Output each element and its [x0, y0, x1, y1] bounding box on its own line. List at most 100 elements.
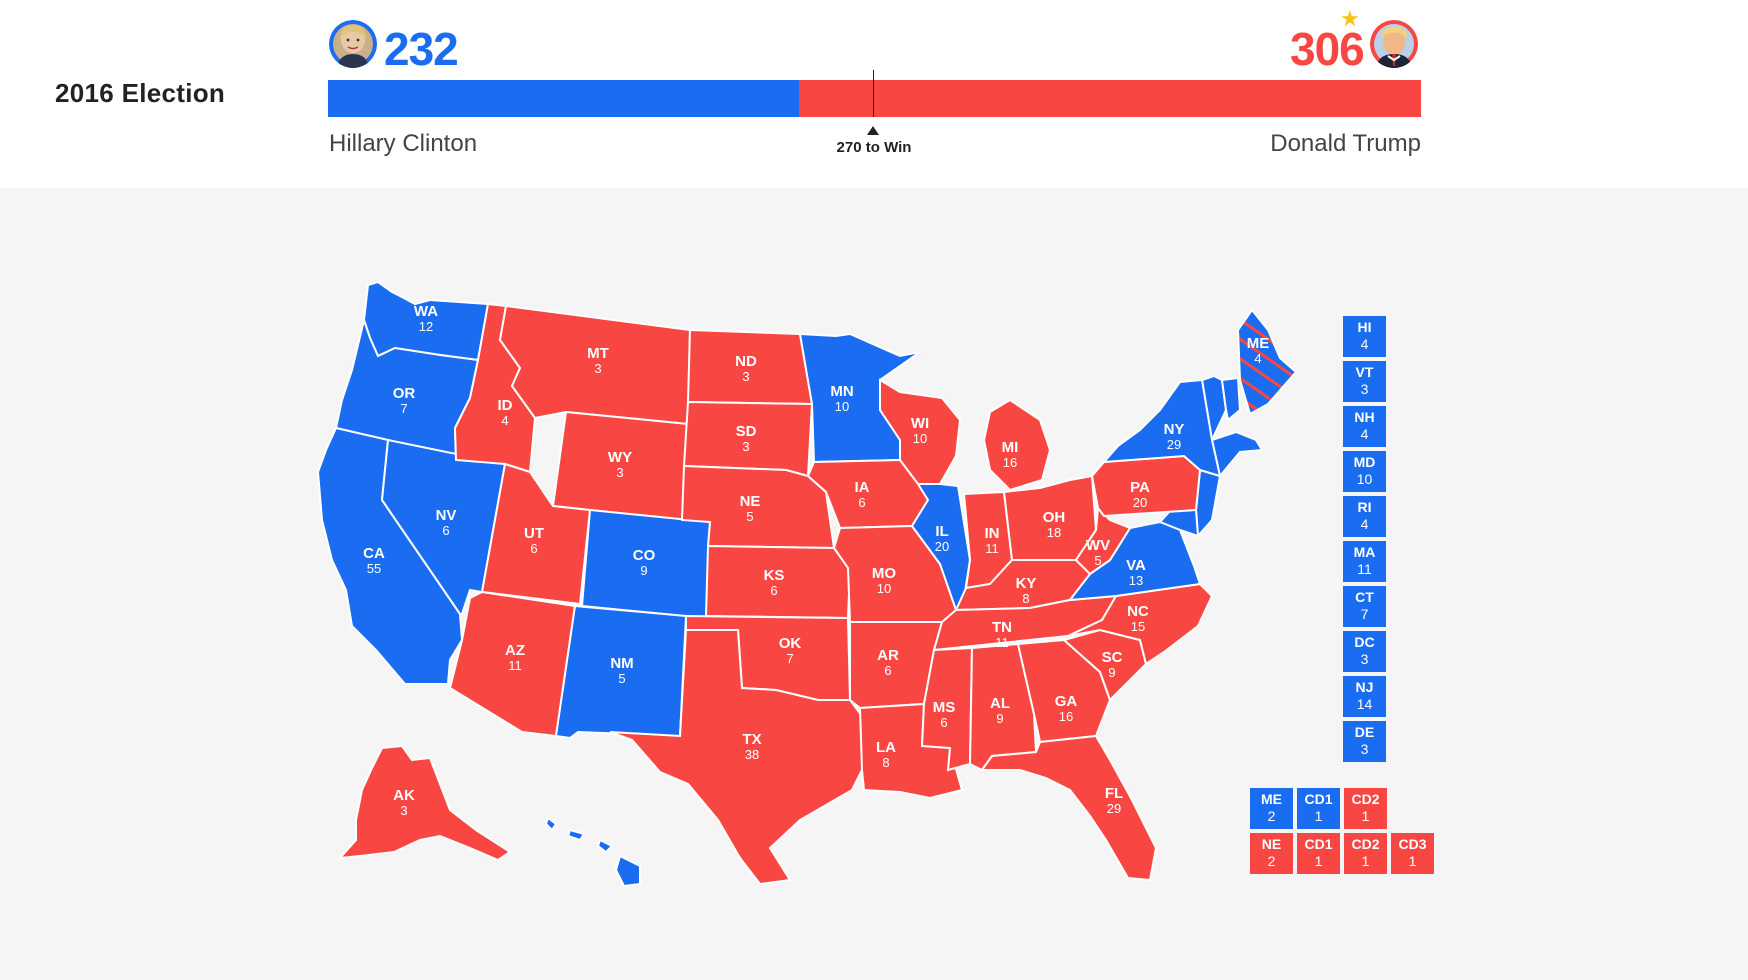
- state-ev-mi: 16: [1003, 455, 1017, 470]
- state-ev-ny: 29: [1167, 437, 1181, 452]
- district-ne-cd1[interactable]: CD1 1: [1297, 833, 1340, 874]
- small-state-ct[interactable]: CT 7: [1343, 586, 1386, 627]
- state-label-nd: ND: [735, 353, 757, 370]
- state-ev-sd: 3: [742, 439, 749, 454]
- district-label: CD1: [1304, 836, 1333, 852]
- state-ak[interactable]: [337, 744, 512, 862]
- district-me-me[interactable]: ME 2: [1250, 788, 1293, 829]
- small-state-dc[interactable]: DC 3: [1343, 631, 1386, 672]
- small-state-ev: 3: [1360, 741, 1369, 757]
- state-me[interactable]: [1236, 308, 1298, 416]
- district-ev: 1: [1408, 853, 1417, 869]
- state-ev-in: 11: [985, 541, 999, 556]
- small-state-label: RI: [1357, 499, 1372, 515]
- state-ny[interactable]: [1101, 378, 1222, 478]
- state-label-or: OR: [393, 385, 416, 402]
- win-threshold-marker-icon: [867, 126, 879, 135]
- small-state-label: CT: [1355, 589, 1374, 605]
- state-ev-ar: 6: [884, 663, 891, 678]
- state-ev-ca: 55: [367, 561, 381, 576]
- small-state-vt[interactable]: VT 3: [1343, 361, 1386, 402]
- donald-trump-portrait-icon: [1370, 20, 1418, 68]
- small-state-nh[interactable]: NH 4: [1343, 406, 1386, 447]
- state-mi[interactable]: [982, 398, 1052, 492]
- dem-electoral-votes: 232: [384, 23, 459, 75]
- district-ev: 2: [1267, 808, 1276, 824]
- district-me-cd2[interactable]: CD2 1: [1344, 788, 1387, 829]
- small-state-ev: 10: [1356, 471, 1373, 487]
- district-ne-ne[interactable]: NE 2: [1250, 833, 1293, 874]
- state-ev-nv: 6: [442, 523, 449, 538]
- state-label-in: IN: [985, 525, 1000, 542]
- small-state-ev: 3: [1360, 381, 1369, 397]
- state-label-az: AZ: [505, 642, 525, 659]
- district-ev: 1: [1361, 853, 1370, 869]
- state-label-tx: TX: [742, 731, 761, 748]
- small-state-ma[interactable]: MA 11: [1343, 541, 1386, 582]
- state-label-al: AL: [990, 695, 1010, 712]
- state-ev-mt: 3: [594, 361, 601, 376]
- small-state-ev: 4: [1360, 516, 1369, 532]
- district-ne-cd2[interactable]: CD2 1: [1344, 833, 1387, 874]
- state-label-nm: NM: [610, 655, 633, 672]
- state-label-il: IL: [935, 523, 948, 540]
- state-ev-ks: 6: [770, 583, 777, 598]
- state-label-ia: IA: [855, 479, 870, 496]
- map-region-shape[interactable]: [566, 828, 586, 842]
- map-region-shape[interactable]: [1220, 376, 1242, 422]
- state-label-ut: UT: [524, 525, 544, 542]
- state-label-mi: MI: [1002, 439, 1019, 456]
- state-label-sc: SC: [1102, 649, 1123, 666]
- small-state-label: MA: [1353, 544, 1376, 560]
- state-ev-al: 9: [996, 711, 1003, 726]
- small-state-de[interactable]: DE 3: [1343, 721, 1386, 762]
- state-ev-nd: 3: [742, 369, 749, 384]
- state-fl[interactable]: [980, 734, 1158, 882]
- state-ev-nc: 15: [1131, 619, 1145, 634]
- state-label-ak: AK: [393, 787, 415, 804]
- small-state-nj[interactable]: NJ 14: [1343, 676, 1386, 717]
- district-ne-cd3[interactable]: CD3 1: [1391, 833, 1434, 874]
- state-label-id: ID: [498, 397, 513, 414]
- state-tx[interactable]: [609, 629, 863, 886]
- small-state-label: NH: [1354, 409, 1375, 425]
- state-label-va: VA: [1126, 557, 1146, 574]
- state-ev-co: 9: [640, 563, 647, 578]
- state-ev-ak: 3: [400, 803, 407, 818]
- map-region-shape[interactable]: [596, 838, 614, 854]
- state-label-ne: NE: [740, 493, 761, 510]
- rep-candidate-name: Donald Trump: [1270, 130, 1421, 157]
- small-state-label: NJ: [1355, 679, 1374, 695]
- district-me-cd1[interactable]: CD1 1: [1297, 788, 1340, 829]
- star-icon: ★: [1340, 6, 1360, 31]
- state-ev-or: 7: [400, 401, 407, 416]
- district-label: CD3: [1398, 836, 1427, 852]
- district-ev: 2: [1267, 853, 1276, 869]
- small-state-label: DC: [1354, 634, 1375, 650]
- state-wv[interactable]: [1074, 505, 1132, 576]
- state-label-ks: KS: [764, 567, 785, 584]
- small-state-label: VT: [1355, 364, 1374, 380]
- electoral-vote-bar: [328, 80, 1421, 117]
- state-label-mo: MO: [872, 565, 896, 582]
- district-label: NE: [1261, 836, 1282, 852]
- map-region-shape[interactable]: [544, 816, 558, 832]
- state-label-wa: WA: [414, 303, 438, 320]
- state-ev-ia: 6: [858, 495, 865, 510]
- small-state-md[interactable]: MD 10: [1343, 451, 1386, 492]
- small-state-ri[interactable]: RI 4: [1343, 496, 1386, 537]
- small-state-hi[interactable]: HI 4: [1343, 316, 1386, 357]
- state-ev-ut: 6: [530, 541, 537, 556]
- state-ev-ga: 16: [1059, 709, 1073, 724]
- rep-electoral-votes: 306: [1290, 23, 1365, 75]
- map-region-shape[interactable]: [614, 854, 641, 888]
- small-state-ev: 14: [1356, 696, 1373, 712]
- state-ev-az: 11: [508, 658, 522, 673]
- state-nc[interactable]: [1067, 582, 1214, 666]
- state-ev-pa: 20: [1133, 495, 1147, 510]
- state-ev-ky: 8: [1022, 591, 1029, 606]
- state-label-ca: CA: [363, 545, 385, 562]
- small-state-ev: 4: [1360, 426, 1369, 442]
- state-ev-nm: 5: [618, 671, 625, 686]
